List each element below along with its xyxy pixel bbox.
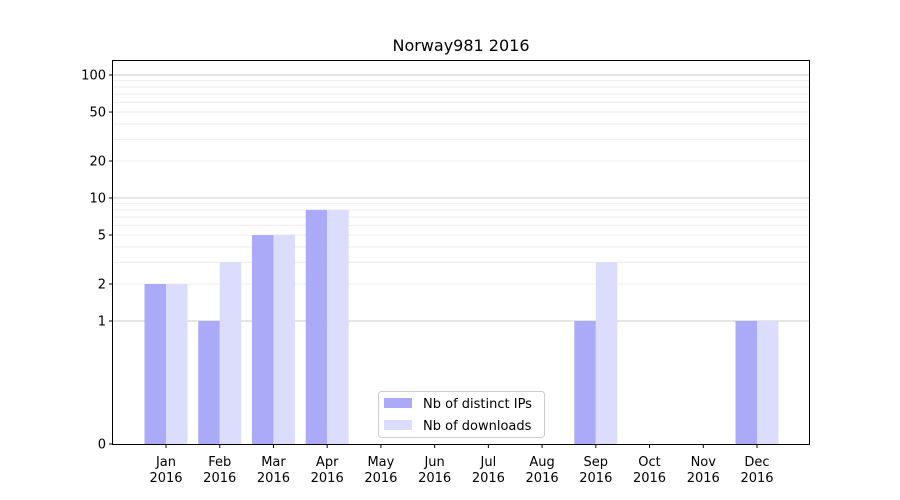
legend-box xyxy=(378,391,545,438)
bar xyxy=(251,235,274,444)
x-tick-label: Oct 2016 xyxy=(633,455,666,486)
legend: Nb of distinct IPs Nb of downloads xyxy=(378,391,545,438)
bar xyxy=(757,321,779,444)
bar xyxy=(144,283,166,444)
x-tick-label: May 2016 xyxy=(364,455,397,486)
x-tick-label: Mar 2016 xyxy=(257,455,290,486)
x-tick-label: Aug 2016 xyxy=(526,455,559,486)
x-tick-label: Apr 2016 xyxy=(311,455,344,486)
y-tick-label: 20 xyxy=(89,154,106,169)
plot-frame xyxy=(112,60,810,445)
x-axis: Jan 2016 Feb 2016 Mar 2016 Apr 2016 May 2016 Jun 20… xyxy=(149,444,774,486)
y-axis: 0 1 2 5 10 20 50 100 xyxy=(81,69,113,453)
y-tick-label: 10 xyxy=(89,192,106,207)
bar xyxy=(166,283,188,444)
x-tick-label: Sep 2016 xyxy=(579,455,612,486)
legend-swatch-downloads xyxy=(384,420,412,430)
bars xyxy=(144,209,779,444)
y-tick-label: 1 xyxy=(98,315,106,330)
x-tick-label: Dec 2016 xyxy=(740,455,773,486)
legend-label-distinct-ips: Nb of distinct IPs xyxy=(423,397,532,412)
bar xyxy=(595,262,618,444)
x-tick-label: Feb 2016 xyxy=(203,455,236,486)
bar xyxy=(305,209,328,444)
x-tick-label: Jun 2016 xyxy=(418,455,451,486)
grid-lines xyxy=(113,74,809,322)
bar xyxy=(574,321,596,444)
bar xyxy=(198,321,220,444)
x-tick-label: Jan 2016 xyxy=(149,455,182,486)
x-tick-label: Jul 2016 xyxy=(472,455,505,486)
y-tick-label: 100 xyxy=(81,69,106,84)
bar xyxy=(327,209,349,444)
bar xyxy=(219,262,242,444)
chart-title: Norway981 2016 xyxy=(392,36,529,55)
y-tick-label: 5 xyxy=(98,229,106,244)
legend-swatch-distinct-ips xyxy=(384,398,412,408)
bar xyxy=(735,321,757,444)
bar xyxy=(273,235,295,444)
y-tick-label: 50 xyxy=(89,106,106,121)
legend-label-downloads: Nb of downloads xyxy=(423,419,532,434)
x-tick-label: Nov 2016 xyxy=(687,455,720,486)
y-tick-label: 0 xyxy=(98,438,106,453)
y-tick-label: 2 xyxy=(98,277,106,292)
